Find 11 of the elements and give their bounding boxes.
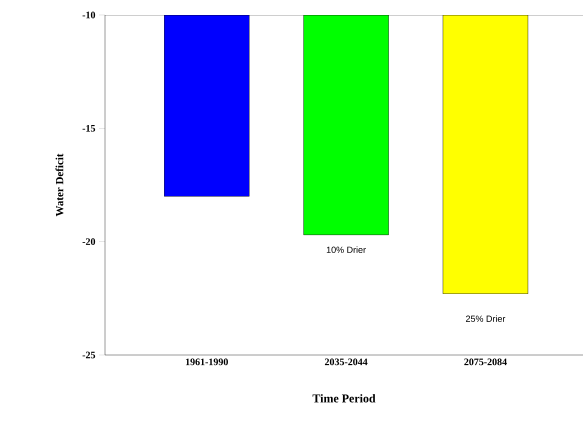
y-tick-label: -15 [82, 124, 96, 132]
y-tick-label: -10 [82, 12, 96, 18]
y-tick-label: -25 [82, 352, 96, 358]
y-axis-title: Water Deficit [55, 154, 64, 216]
x-tick-label: 1961-1990 [186, 358, 228, 366]
x-tick-label: 2035-2044 [324, 358, 368, 366]
annotation: 25% Drier [466, 315, 506, 322]
x-tick-label: 2075-2084 [464, 358, 507, 366]
x-axis-title: Time Period [312, 394, 376, 402]
annotation: 10% Drier [326, 246, 366, 253]
y-tick-label: -20 [82, 238, 96, 246]
